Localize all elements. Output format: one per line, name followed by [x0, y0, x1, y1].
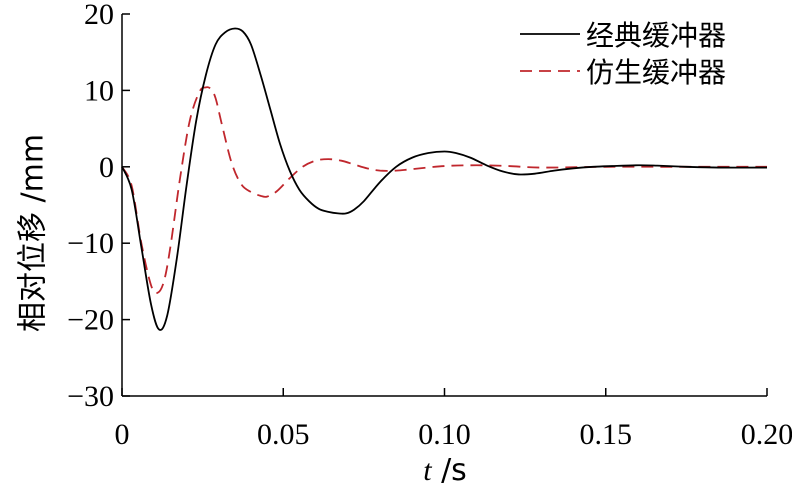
legend-label-bionic: 仿生缓冲器 [586, 56, 726, 89]
y-tick-label: 20 [84, 0, 114, 31]
y-tick-label: 0 [99, 151, 114, 184]
x-axis-unit: /s [432, 453, 467, 488]
x-tick-label: 0.15 [580, 418, 633, 451]
x-tick-label: 0.05 [257, 418, 310, 451]
x-tick-label: 0 [115, 418, 130, 451]
series-line-bionic [121, 86, 767, 294]
y-axis-ticks: −30 −20 −10 0 10 20 [67, 0, 130, 413]
x-tick-label: 0.10 [418, 418, 471, 451]
y-tick-label: −10 [67, 227, 114, 260]
series-line-classic [121, 27, 768, 331]
x-axis-label: t /s [423, 453, 467, 488]
x-tick-label: 0.20 [741, 418, 792, 451]
legend-label-classic: 经典缓冲器 [586, 19, 726, 52]
plot-lines [121, 27, 768, 331]
x-axis-variable: t [423, 454, 432, 487]
legend: 经典缓冲器 仿生缓冲器 [520, 19, 726, 89]
y-tick-label: 10 [84, 74, 114, 107]
x-axis-ticks: 0 0.05 0.10 0.15 0.20 [115, 388, 792, 451]
y-axis-label: 相对位移 /mm [16, 134, 51, 332]
y-tick-label: −30 [67, 380, 114, 413]
y-tick-label: −20 [67, 304, 114, 337]
